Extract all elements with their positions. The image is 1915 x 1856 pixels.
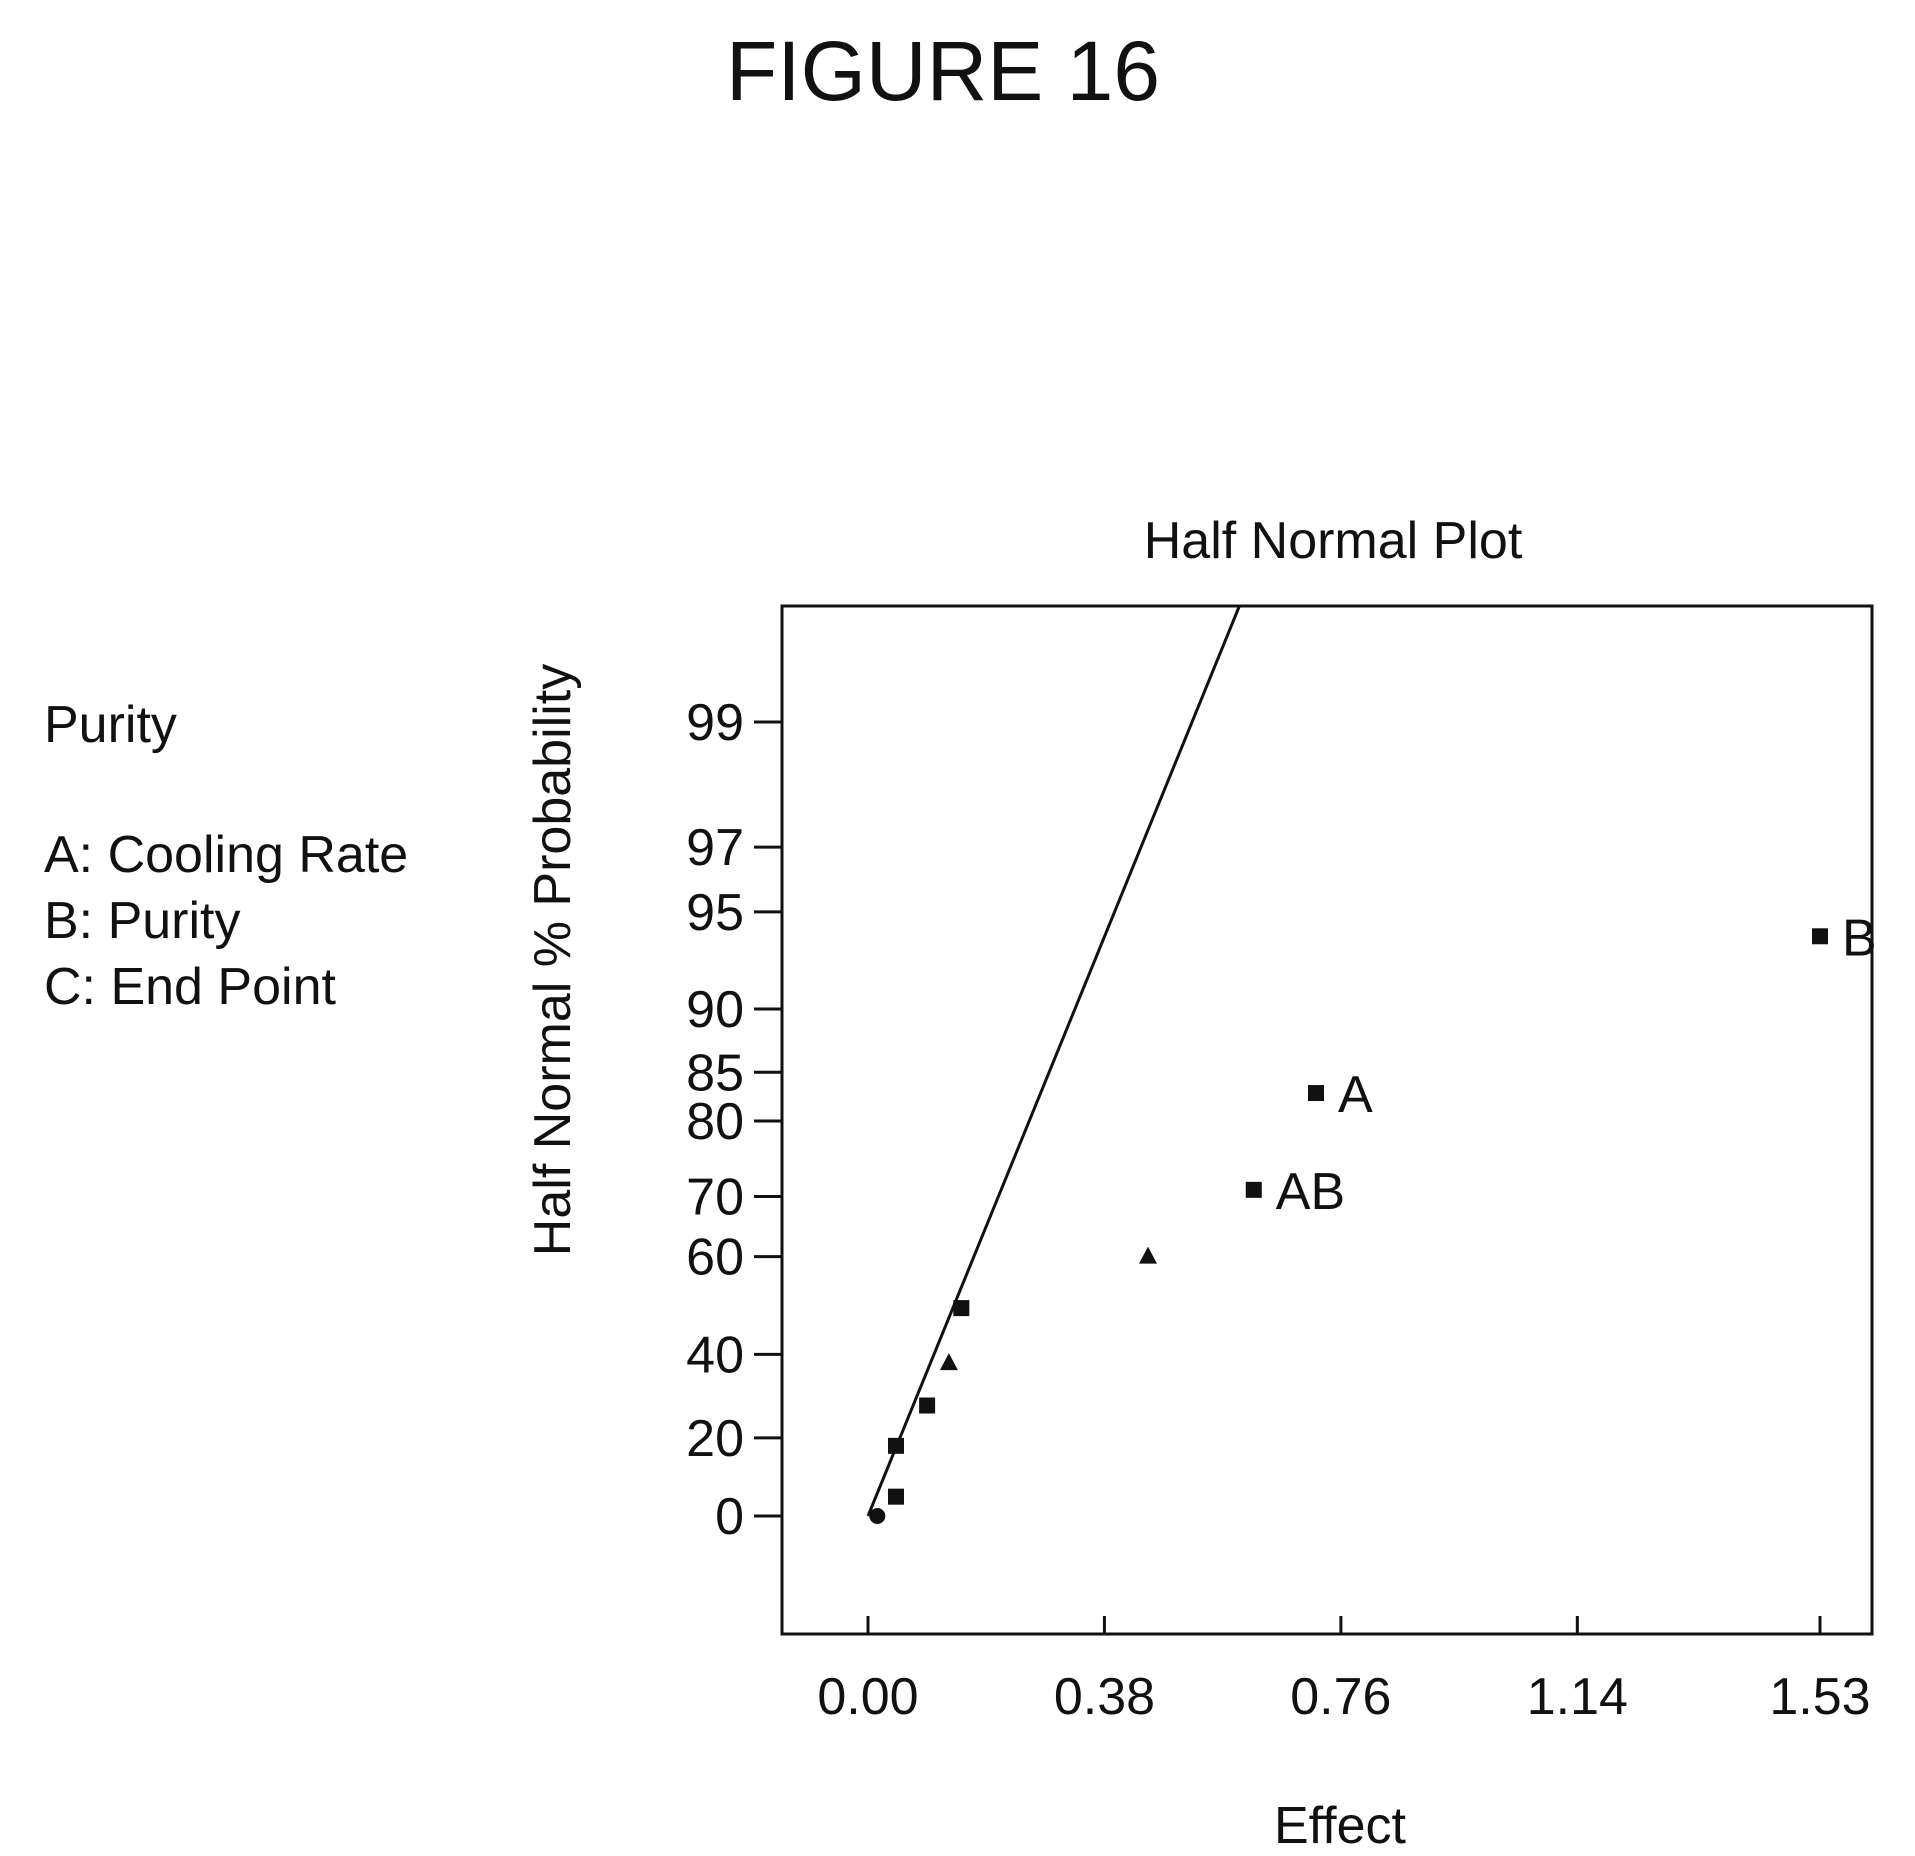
x-tick-label: 0.38 [1054, 1668, 1155, 1726]
point-square [888, 1489, 904, 1505]
y-tick-label: 70 [686, 1169, 744, 1227]
points-layer: ABAB [869, 909, 1876, 1524]
y-tick-label: 97 [686, 819, 744, 877]
legend-line-c: C: End Point [44, 958, 336, 1016]
y-tick-label: 0 [715, 1488, 744, 1546]
y-tick-label: 99 [686, 694, 744, 752]
figure-title: FIGURE 16 [726, 24, 1160, 118]
legend-line-a: A: Cooling Rate [44, 826, 408, 884]
legend-line-b: B: Purity [44, 892, 241, 950]
point-triangle [1139, 1247, 1157, 1264]
x-axis-label: Effect [1274, 1797, 1407, 1855]
fit-line [868, 606, 1239, 1516]
x-tick-label: 0.00 [817, 1668, 918, 1726]
point-square [1246, 1182, 1262, 1198]
y-axis: 020406070808590959799 [686, 694, 782, 1546]
plot-frame [782, 606, 1872, 1634]
point-triangle [940, 1353, 958, 1370]
plot-title: Half Normal Plot [1144, 512, 1523, 570]
x-tick-label: 1.53 [1769, 1668, 1870, 1726]
y-tick-label: 90 [686, 981, 744, 1039]
x-tick-label: 1.14 [1527, 1668, 1628, 1726]
x-tick-label: 0.76 [1290, 1668, 1391, 1726]
point-square [953, 1300, 969, 1316]
point-label: B [1842, 909, 1877, 967]
point-square [1812, 928, 1828, 944]
point-label: AB [1276, 1163, 1345, 1221]
y-axis-label: Half Normal % Probability [524, 664, 582, 1256]
point-square [1308, 1085, 1324, 1101]
y-tick-label: 95 [686, 884, 744, 942]
y-tick-label: 40 [686, 1326, 744, 1384]
point-square [919, 1398, 935, 1414]
y-tick-label: 20 [686, 1410, 744, 1468]
y-tick-label: 85 [686, 1044, 744, 1102]
point-square [888, 1438, 904, 1454]
legend-heading: Purity [44, 696, 177, 754]
point-label: A [1338, 1066, 1373, 1124]
y-tick-label: 60 [686, 1229, 744, 1287]
point-circle [869, 1508, 885, 1524]
